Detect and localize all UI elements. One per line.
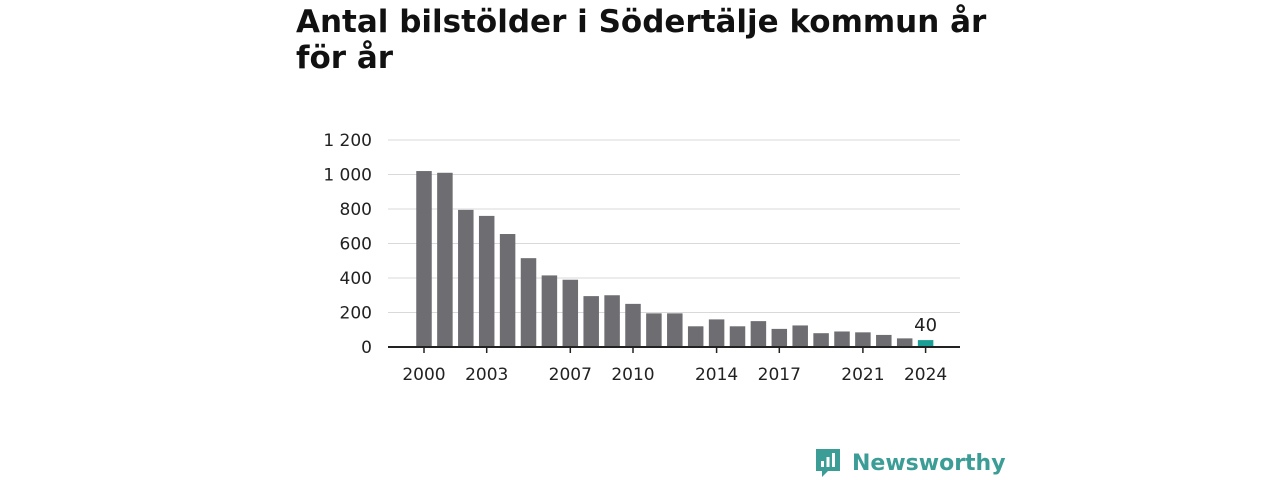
x-tick-label: 2024 [904, 365, 947, 385]
bar-2015 [729, 326, 746, 347]
bar-2000 [416, 171, 432, 347]
x-axis-ticks: 2000 2003 2007 2010 2014 2017 2021 2024 [402, 347, 947, 385]
x-tick-label: 2007 [549, 365, 592, 385]
x-tick-label: 2000 [402, 365, 445, 385]
newsworthy-logo-icon [816, 449, 840, 477]
brand-name: Newsworthy [852, 450, 1006, 476]
bar-2017 [771, 328, 788, 347]
y-tick-label: 200 [340, 304, 372, 324]
bar-2016 [750, 321, 767, 347]
data-labels: 40 [914, 315, 937, 336]
bar-2021 [855, 332, 871, 347]
bar-2001 [437, 172, 453, 347]
bar-2008 [583, 296, 599, 347]
gridlines [388, 139, 960, 313]
bar-2023 [896, 338, 913, 347]
bar-2024 [917, 340, 934, 347]
bar-2005 [520, 258, 537, 347]
bar-chart: 0 200 400 600 800 1 000 1 200 2000 2003 2007 2010… [323, 131, 960, 385]
bar-2020 [834, 331, 850, 347]
bar-2022 [876, 334, 892, 347]
bars [416, 171, 934, 347]
bar-2009 [604, 295, 620, 347]
bar-2006 [541, 275, 558, 347]
bar-2002 [458, 209, 474, 347]
newsworthy-logo: Newsworthy [814, 446, 1006, 480]
y-axis-ticks: 0 200 400 600 800 1 000 1 200 [323, 131, 372, 358]
bar-2012 [667, 313, 683, 347]
y-tick-label: 600 [340, 235, 372, 255]
y-tick-label: 400 [340, 269, 372, 289]
y-tick-label: 1 000 [323, 166, 372, 186]
x-tick-label: 2017 [758, 365, 801, 385]
y-tick-label: 800 [340, 200, 372, 220]
bar-2019 [813, 333, 829, 347]
bar-2013 [687, 326, 704, 347]
bar-2011 [646, 313, 662, 347]
bar-2004 [499, 234, 516, 347]
x-tick-label: 2014 [695, 365, 738, 385]
bar-2003 [478, 215, 495, 347]
bar-2018 [792, 325, 808, 347]
bar-2007 [562, 279, 579, 347]
y-tick-label: 0 [361, 338, 372, 358]
bar-2010 [625, 303, 641, 347]
x-tick-label: 2003 [465, 365, 508, 385]
x-tick-label: 2021 [841, 365, 884, 385]
data-label-2024: 40 [914, 315, 937, 336]
chart-title: Antal bilstölder i Södertälje kommun år … [296, 4, 987, 76]
bar-2014 [708, 319, 725, 347]
x-tick-label: 2010 [611, 365, 654, 385]
y-tick-label: 1 200 [323, 131, 372, 151]
